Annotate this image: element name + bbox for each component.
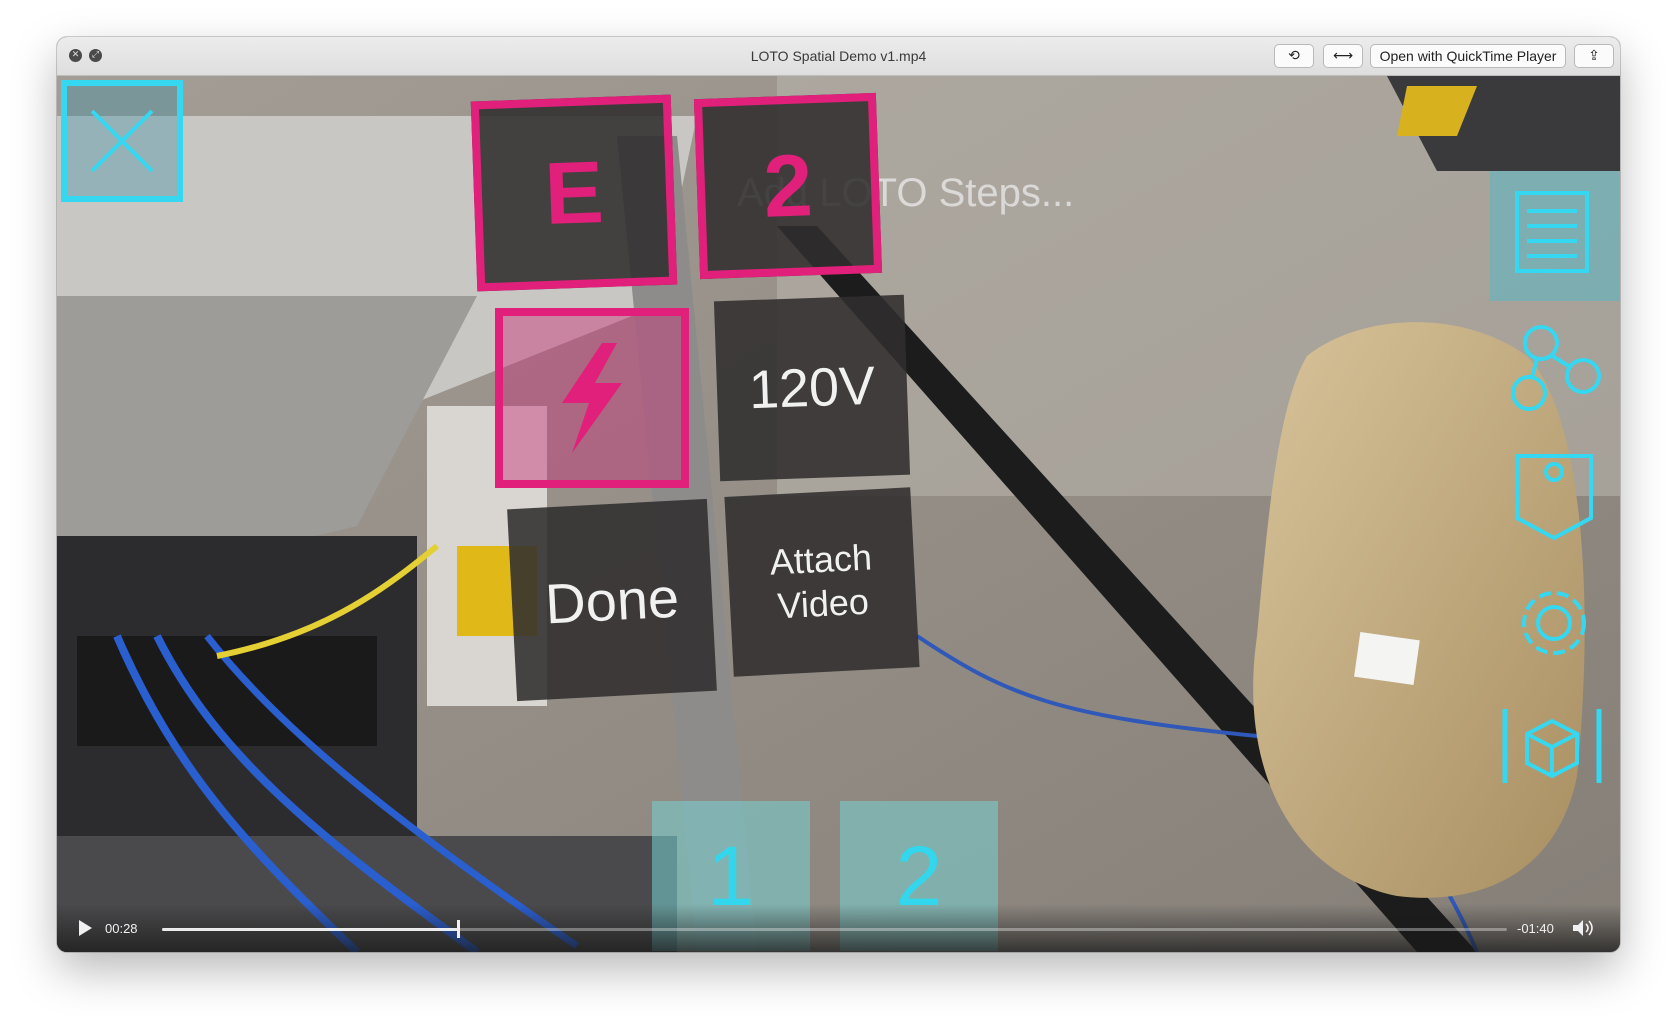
- tag-icon: [1515, 454, 1593, 541]
- trim-icon: ⟷: [1332, 48, 1354, 64]
- done-button[interactable]: Done: [507, 498, 717, 702]
- 3d-view-button[interactable]: [1497, 701, 1607, 791]
- lightning-bolt-icon: [562, 343, 622, 453]
- attach-video-button[interactable]: Attach Video: [724, 487, 920, 677]
- rotate-icon: ⟲: [1288, 48, 1300, 64]
- gear-icon: [1522, 591, 1586, 655]
- close-overlay-button[interactable]: [61, 80, 183, 202]
- fullscreen-icon[interactable]: ⤢: [89, 49, 102, 62]
- energy-type-tile[interactable]: E: [470, 94, 678, 292]
- play-icon[interactable]: [77, 919, 93, 937]
- electrical-hazard-tile[interactable]: [495, 308, 689, 488]
- remaining-time: -01:40: [1517, 921, 1554, 936]
- nodes-button[interactable]: [1507, 321, 1607, 421]
- close-window-icon[interactable]: ✕: [69, 49, 82, 62]
- playback-controls: 00:28 -01:40: [57, 904, 1620, 952]
- open-with-quicktime-button[interactable]: Open with QuickTime Player: [1370, 44, 1566, 68]
- video-frame[interactable]: Add LOTO Steps... E 2 120V Done Attach V…: [57, 76, 1620, 952]
- step-number-tile[interactable]: 2: [693, 92, 883, 280]
- voltage-tile[interactable]: 120V: [713, 294, 911, 482]
- share-button[interactable]: ⇪: [1574, 44, 1614, 68]
- list-button[interactable]: [1490, 171, 1620, 301]
- scrubber-progress: [162, 928, 458, 931]
- video-scene: [57, 76, 1620, 952]
- settings-button[interactable]: [1509, 578, 1599, 668]
- cube-icon: [1502, 709, 1602, 783]
- quicklook-window: ✕ ⤢ LOTO Spatial Demo v1.mp4 ⟲ ⟷ Open wi…: [57, 37, 1620, 952]
- scrubber-track[interactable]: [162, 920, 1507, 938]
- close-icon: [90, 109, 154, 173]
- list-icon: [1515, 191, 1589, 273]
- volume-icon[interactable]: [1572, 919, 1596, 937]
- tag-button[interactable]: [1509, 446, 1599, 546]
- share-icon: ⇪: [1588, 48, 1600, 64]
- window-title: LOTO Spatial Demo v1.mp4: [750, 48, 927, 64]
- title-bar: ✕ ⤢ LOTO Spatial Demo v1.mp4 ⟲ ⟷ Open wi…: [57, 37, 1620, 76]
- trim-button[interactable]: ⟷: [1323, 44, 1363, 68]
- rotate-button[interactable]: ⟲: [1274, 44, 1314, 68]
- current-time: 00:28: [105, 921, 138, 936]
- nodes-icon: [1511, 325, 1601, 411]
- scrubber-thumb[interactable]: [456, 920, 460, 938]
